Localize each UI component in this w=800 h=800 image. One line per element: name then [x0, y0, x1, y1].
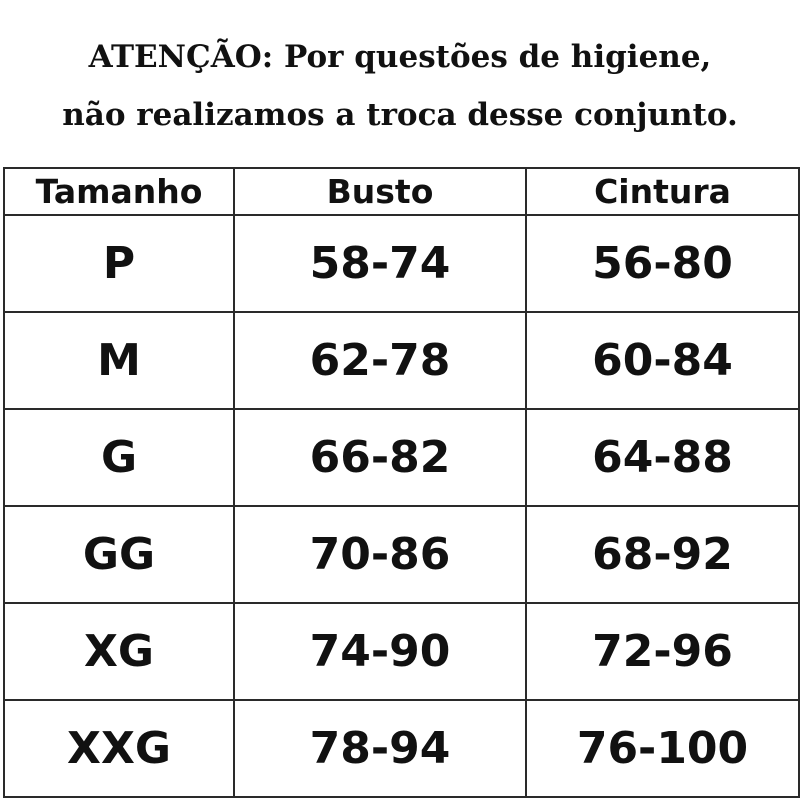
- table-row: GG 70-86 68-92: [3, 505, 800, 604]
- cell-bust: 62-78: [233, 311, 527, 410]
- table-row: XG 74-90 72-96: [3, 602, 800, 701]
- table-row: P 58-74 56-80: [3, 214, 800, 313]
- cell-size: GG: [3, 505, 235, 604]
- cell-bust: 58-74: [233, 214, 527, 313]
- cell-waist: 60-84: [525, 311, 800, 410]
- notice-line-1: ATENÇÃO: Por questões de higiene,: [88, 39, 712, 75]
- header-waist: Cintura: [525, 167, 800, 216]
- cell-waist: 68-92: [525, 505, 800, 604]
- header-size: Tamanho: [3, 167, 235, 216]
- cell-size: P: [3, 214, 235, 313]
- cell-size: G: [3, 408, 235, 507]
- cell-bust: 78-94: [233, 699, 527, 798]
- table-header-row: Tamanho Busto Cintura: [3, 167, 800, 216]
- cell-waist: 76-100: [525, 699, 800, 798]
- cell-size: M: [3, 311, 235, 410]
- cell-size: XG: [3, 602, 235, 701]
- cell-bust: 70-86: [233, 505, 527, 604]
- notice-line-2: não realizamos a troca desse conjunto.: [62, 97, 738, 133]
- header-bust: Busto: [233, 167, 527, 216]
- cell-waist: 64-88: [525, 408, 800, 507]
- cell-bust: 74-90: [233, 602, 527, 701]
- cell-size: XXG: [3, 699, 235, 798]
- hygiene-notice: ATENÇÃO: Por questões de higiene, não re…: [0, 28, 800, 144]
- table-row: G 66-82 64-88: [3, 408, 800, 507]
- cell-waist: 72-96: [525, 602, 800, 701]
- cell-waist: 56-80: [525, 214, 800, 313]
- table-row: M 62-78 60-84: [3, 311, 800, 410]
- size-chart-table: Tamanho Busto Cintura P 58-74 56-80 M 62-78 6…: [3, 167, 800, 798]
- cell-bust: 66-82: [233, 408, 527, 507]
- table-row: XXG 78-94 76-100: [3, 699, 800, 798]
